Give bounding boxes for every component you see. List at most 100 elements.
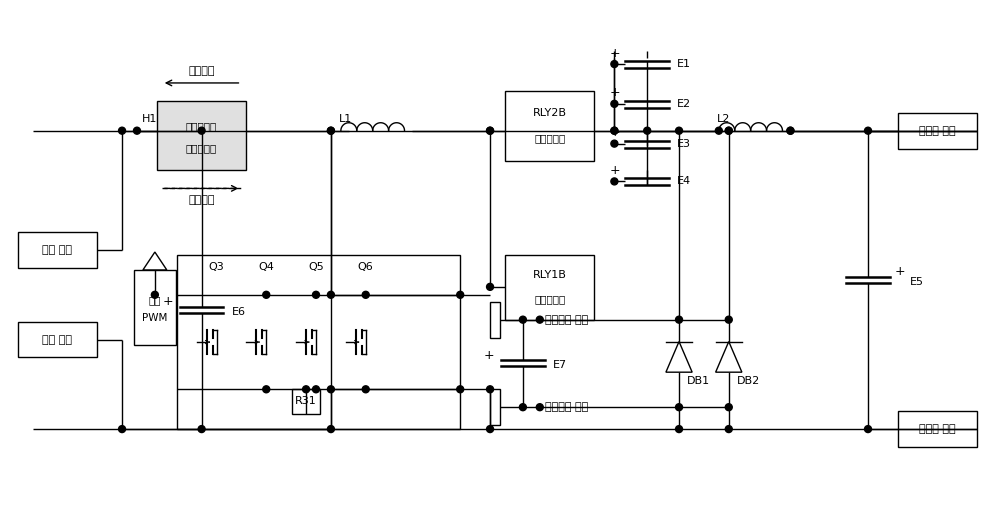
Text: 充电电源 负端: 充电电源 负端 <box>545 402 588 412</box>
Circle shape <box>151 291 158 298</box>
Circle shape <box>725 127 732 134</box>
Bar <box>898 411 977 447</box>
Text: L2: L2 <box>717 114 730 124</box>
Bar <box>157 101 246 171</box>
Circle shape <box>611 178 618 185</box>
Circle shape <box>487 127 494 134</box>
Text: DB2: DB2 <box>737 376 760 386</box>
Circle shape <box>611 127 618 134</box>
Bar <box>490 389 500 425</box>
Text: E6: E6 <box>231 307 245 317</box>
Text: E2: E2 <box>677 99 691 109</box>
Text: E4: E4 <box>677 176 691 187</box>
Circle shape <box>611 127 618 134</box>
Text: +: + <box>162 295 173 308</box>
Polygon shape <box>666 342 692 372</box>
Bar <box>505 91 594 161</box>
Circle shape <box>519 316 526 323</box>
Bar <box>177 255 460 429</box>
Text: +: + <box>895 265 905 279</box>
Circle shape <box>725 127 732 134</box>
Circle shape <box>787 127 794 134</box>
Text: +: + <box>610 86 621 99</box>
Circle shape <box>676 316 683 323</box>
Bar <box>898 113 977 148</box>
Circle shape <box>457 291 464 298</box>
Text: E3: E3 <box>677 139 691 148</box>
Circle shape <box>313 291 319 298</box>
Text: +: + <box>610 47 621 59</box>
Polygon shape <box>716 342 742 372</box>
Text: Q5: Q5 <box>308 262 324 272</box>
Text: +: + <box>484 349 494 362</box>
Text: 感采样模块: 感采样模块 <box>186 144 217 154</box>
Circle shape <box>362 291 369 298</box>
Text: E5: E5 <box>910 277 924 287</box>
Bar <box>292 389 320 414</box>
Text: E7: E7 <box>553 360 567 370</box>
Text: 负载箱 负端: 负载箱 负端 <box>919 126 956 135</box>
Bar <box>134 270 176 344</box>
Circle shape <box>313 386 319 393</box>
Circle shape <box>327 425 334 433</box>
Circle shape <box>119 127 126 134</box>
Bar <box>505 255 594 320</box>
Circle shape <box>327 127 334 134</box>
Circle shape <box>611 140 618 147</box>
Circle shape <box>715 127 722 134</box>
Circle shape <box>198 425 205 433</box>
Text: 电池 正端: 电池 正端 <box>42 245 72 255</box>
Text: 电池 负端: 电池 负端 <box>42 334 72 344</box>
Circle shape <box>676 425 683 433</box>
Circle shape <box>536 404 543 410</box>
Circle shape <box>327 291 334 298</box>
Circle shape <box>725 425 732 433</box>
Circle shape <box>611 100 618 108</box>
Circle shape <box>198 127 205 134</box>
Circle shape <box>487 283 494 291</box>
Text: 负载箱 正端: 负载箱 正端 <box>919 424 956 434</box>
Circle shape <box>536 316 543 323</box>
Circle shape <box>787 127 794 134</box>
Bar <box>18 322 97 357</box>
Text: 电流霍尔传: 电流霍尔传 <box>186 120 217 131</box>
Text: +: + <box>610 164 621 177</box>
Bar <box>18 232 97 268</box>
Circle shape <box>487 127 494 134</box>
Text: 充电电源 正端: 充电电源 正端 <box>545 315 588 325</box>
Circle shape <box>519 404 526 410</box>
Text: R31: R31 <box>295 396 317 406</box>
Circle shape <box>644 127 651 134</box>
Circle shape <box>676 404 683 410</box>
Circle shape <box>119 425 126 433</box>
Text: Q6: Q6 <box>358 262 374 272</box>
Text: PWM: PWM <box>142 313 168 323</box>
Circle shape <box>611 60 618 68</box>
Circle shape <box>676 127 683 134</box>
Text: H1: H1 <box>142 114 157 124</box>
Bar <box>490 302 500 338</box>
Circle shape <box>133 127 140 134</box>
Text: RLY2B: RLY2B <box>533 108 567 118</box>
Circle shape <box>303 386 310 393</box>
Text: E1: E1 <box>677 59 691 69</box>
Text: 充电方向: 充电方向 <box>188 66 215 76</box>
Text: 继电器模块: 继电器模块 <box>534 294 565 304</box>
Text: +: + <box>610 126 621 139</box>
Circle shape <box>362 386 369 393</box>
Circle shape <box>263 291 270 298</box>
Circle shape <box>263 386 270 393</box>
Text: L1: L1 <box>339 114 352 124</box>
Circle shape <box>457 386 464 393</box>
Text: 放电: 放电 <box>149 295 161 305</box>
Circle shape <box>725 316 732 323</box>
Circle shape <box>487 386 494 393</box>
Circle shape <box>725 404 732 410</box>
Text: 继电器模块: 继电器模块 <box>534 134 565 144</box>
Text: Q4: Q4 <box>258 262 274 272</box>
Text: RLY1B: RLY1B <box>533 270 567 280</box>
Circle shape <box>487 425 494 433</box>
Text: DB1: DB1 <box>687 376 710 386</box>
Text: Q3: Q3 <box>209 262 224 272</box>
Circle shape <box>865 127 871 134</box>
